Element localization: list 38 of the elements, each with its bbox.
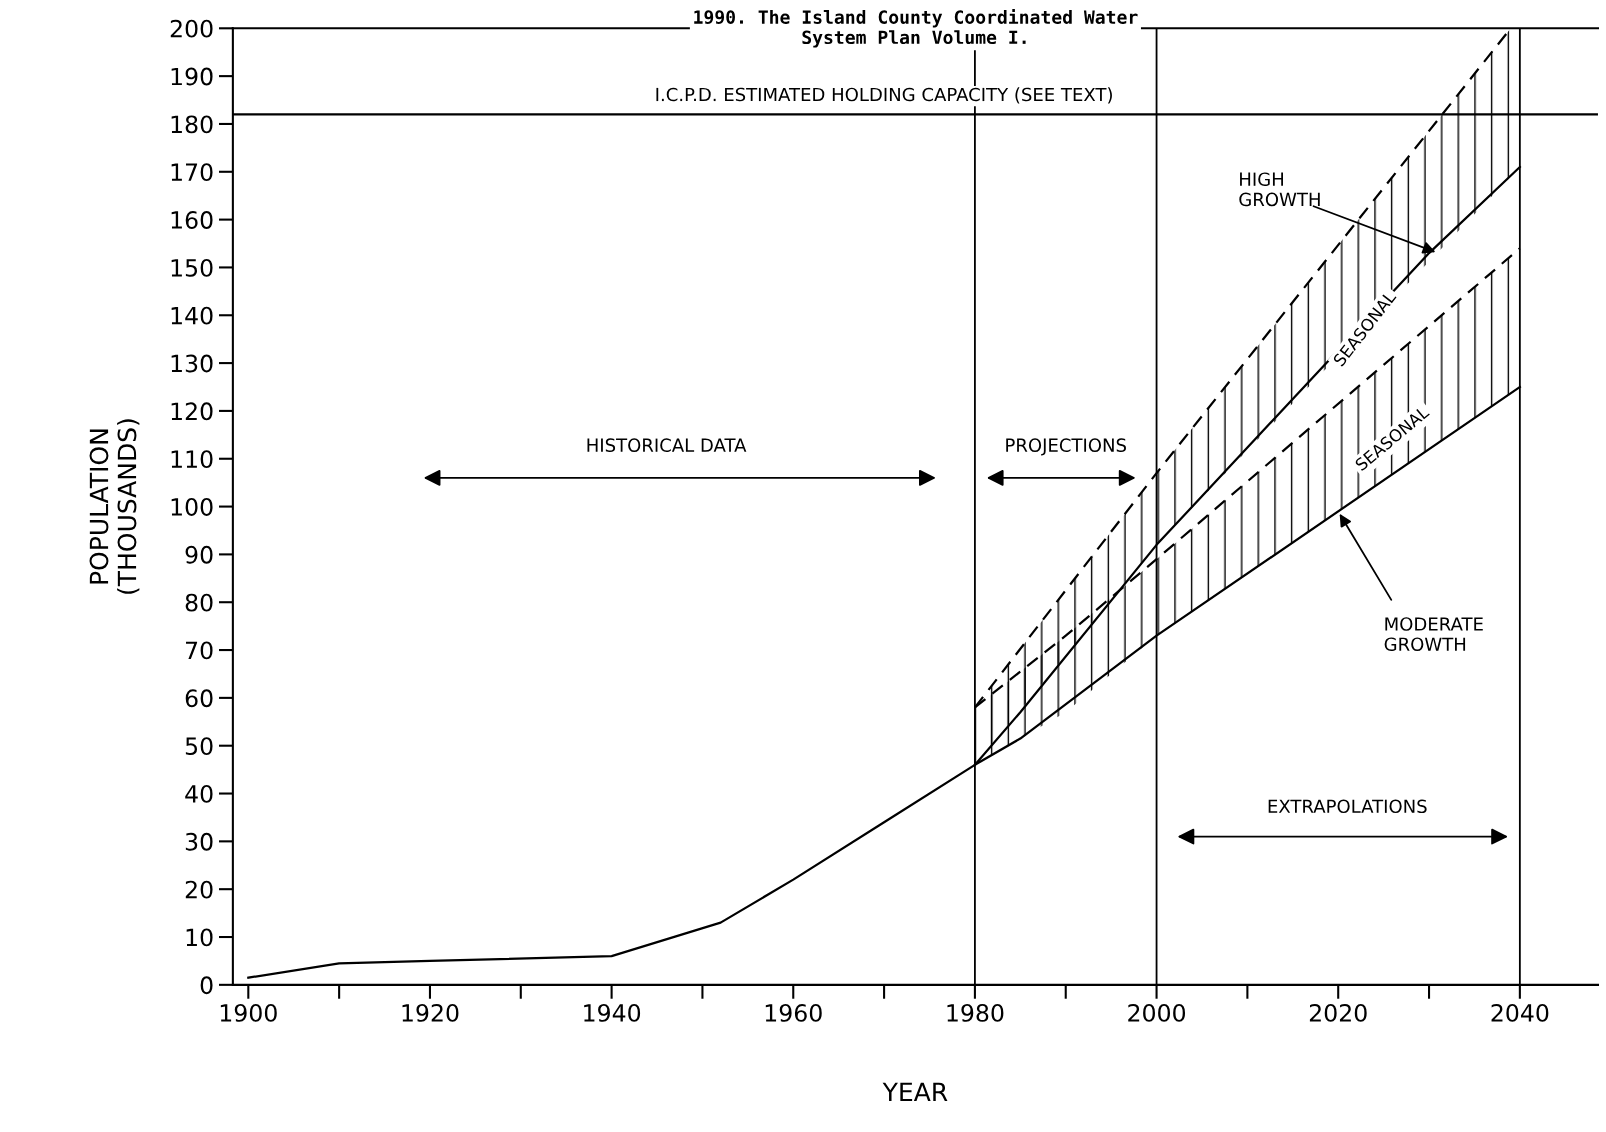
y-tick-label: 100 — [171, 498, 213, 516]
y-tick-label: 120 — [171, 402, 213, 421]
x-tick-label: 1920 — [402, 1004, 459, 1022]
y-tick-label: 70 — [186, 641, 213, 660]
y-tick-label: 20 — [185, 880, 213, 899]
y-tick-label: 180 — [171, 115, 213, 134]
x-tick-label: 2000 — [1128, 1004, 1186, 1022]
x-tick-label: 1980 — [947, 1004, 1004, 1022]
annotation: EXTRAPOLATIONS — [1268, 799, 1427, 814]
y-tick-label: 200 — [170, 19, 213, 38]
y-tick-label: 140 — [171, 306, 213, 325]
annotation: MODERATE GROWTH — [1384, 617, 1483, 652]
y-tick-label: 130 — [171, 354, 213, 373]
y-tick-label: 190 — [171, 67, 213, 86]
x-tick-label: 1960 — [765, 1004, 822, 1022]
y-tick-label: 160 — [171, 211, 213, 229]
y-tick-label: 10 — [186, 928, 213, 947]
y-axis-title: POPULATION (THOUSANDS) — [89, 419, 140, 594]
y-tick-label: 40 — [185, 784, 213, 803]
x-axis-title: YEAR — [882, 1082, 948, 1101]
y-tick-label: 80 — [185, 593, 213, 612]
y-tick-label: 150 — [171, 258, 213, 277]
y-tick-label: 50 — [185, 737, 213, 756]
annotation: PROJECTIONS — [1006, 438, 1126, 456]
x-tick-label: 1940 — [584, 1004, 641, 1022]
y-tick-label: 90 — [185, 545, 213, 564]
y-tick-label: 110 — [171, 450, 213, 469]
y-tick-label: 30 — [185, 832, 213, 851]
y-tick-label: 60 — [185, 689, 213, 708]
x-tick-label: 2020 — [1309, 1004, 1367, 1022]
x-tick-label: 2040 — [1491, 1004, 1549, 1022]
y-tick-label: 0 — [200, 976, 213, 995]
x-tick-label: 1900 — [220, 1004, 277, 1022]
ref-line-label: I.C.P.D. ESTIMATED HOLDING CAPACITY (SEE TEXT) — [656, 87, 1112, 104]
annotation: 1990. The Island County Coordinated Water System Plan Volume I. — [694, 8, 1138, 48]
annotation: HIGH GROWTH — [1239, 172, 1320, 207]
annotation: HISTORICAL DATA — [587, 438, 747, 453]
y-tick-label: 170 — [171, 163, 213, 182]
